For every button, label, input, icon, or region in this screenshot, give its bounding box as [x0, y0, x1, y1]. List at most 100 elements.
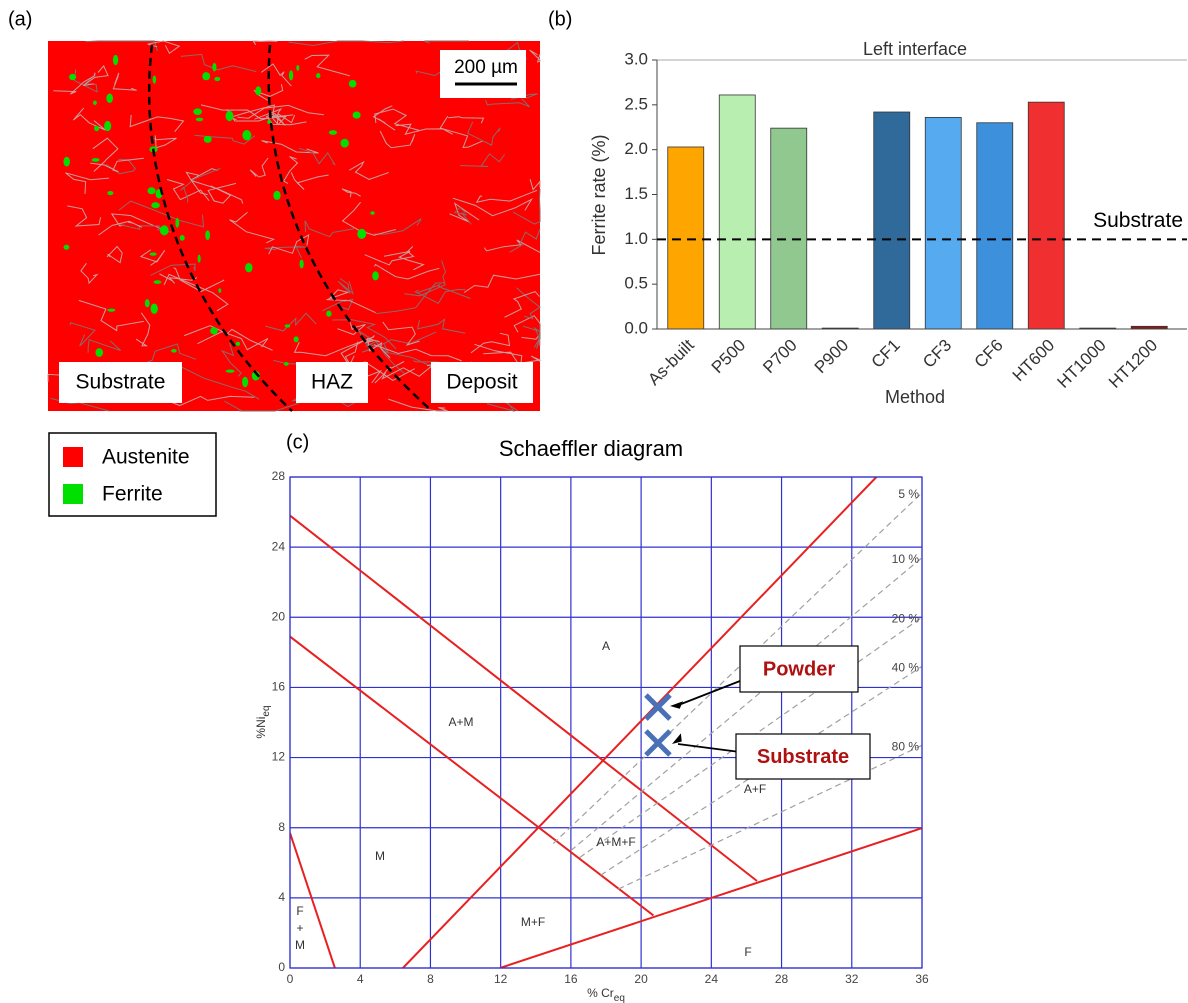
grain-boundary — [448, 116, 485, 124]
legend-label: Austenite — [102, 446, 190, 469]
region-label: A+F — [744, 782, 766, 796]
grain-boundary — [268, 233, 310, 255]
ferrite-grain — [372, 271, 379, 281]
ferrite-grain — [316, 72, 321, 79]
y-tick-label: 12 — [272, 750, 286, 764]
grain-boundary — [485, 98, 530, 108]
grain-boundary — [373, 217, 422, 235]
reference-label: Substrate — [1093, 209, 1183, 232]
bar — [924, 116, 962, 330]
boundary-curve — [267, 44, 433, 412]
grain-boundary — [166, 179, 210, 202]
grain-boundary — [439, 115, 483, 149]
ferrite-grain — [203, 135, 212, 143]
ferrite-grain — [299, 259, 304, 269]
x-axis-label: % Creq — [587, 986, 625, 1003]
boundary-curve — [147, 44, 293, 412]
point-marker — [644, 693, 672, 721]
grain-boundary — [375, 282, 445, 315]
ferrite-line-label: 10 % — [892, 552, 920, 566]
grain-boundary — [180, 53, 257, 73]
ferrite-grain — [251, 371, 260, 381]
y-tick-label: 1.5 — [624, 184, 648, 203]
grain-boundary — [237, 104, 324, 119]
x-tick-label: 8 — [427, 972, 434, 986]
grain-boundary — [87, 339, 122, 353]
grain-boundary — [249, 157, 269, 178]
ferrite-grain — [370, 211, 375, 215]
grain-boundary — [384, 250, 425, 271]
grain-boundary — [466, 121, 501, 146]
ferrite-grain — [171, 348, 177, 353]
grain-boundary — [424, 40, 469, 44]
grain-boundary — [129, 114, 185, 133]
y-tick-label: 2.5 — [624, 94, 648, 113]
ferrite-grain — [214, 76, 221, 82]
bar — [976, 122, 1014, 330]
ferrite-grain — [293, 336, 299, 343]
grain-boundary — [337, 277, 354, 295]
ferrite-grain — [348, 79, 357, 88]
ferrite-grain — [69, 73, 77, 81]
x-tick-label: HT1000 — [1054, 336, 1110, 392]
bar — [1027, 101, 1065, 330]
callout-label: Powder — [763, 658, 835, 680]
grain-boundary — [475, 189, 538, 204]
grain-boundary — [395, 123, 453, 135]
grain-boundary — [509, 228, 541, 253]
plot-frame — [289, 476, 923, 969]
grain-boundary — [382, 321, 420, 346]
grain-boundary — [404, 260, 447, 297]
x-tick-label: 32 — [845, 972, 859, 986]
ferrite-grain — [179, 235, 185, 241]
boundary-line — [290, 832, 336, 968]
ferrite-grain — [95, 348, 104, 357]
ferrite-grain — [210, 327, 218, 335]
ferrite-grain — [326, 310, 332, 317]
grain-boundary — [150, 263, 196, 276]
grain-boundary — [340, 335, 375, 366]
y-axis-label: %Nieq — [254, 705, 271, 738]
grain-boundary — [185, 168, 218, 181]
x-tick-label: CF3 — [919, 336, 955, 372]
bar — [770, 127, 808, 330]
ferrite-grain — [153, 280, 162, 284]
ferrite-grain — [242, 376, 249, 388]
region-label: Deposit — [446, 371, 517, 394]
y-tick-label: 4 — [278, 890, 285, 904]
callout-box — [735, 733, 871, 780]
callout-arrow — [675, 680, 741, 707]
x-tick-label: 36 — [915, 972, 929, 986]
x-tick-label: 4 — [357, 972, 364, 986]
grain-boundary — [388, 398, 448, 412]
grain-boundary — [207, 182, 237, 204]
y-axis-label-sub: eq — [261, 705, 272, 716]
grain-boundary — [220, 342, 242, 377]
ferrite-grain — [288, 70, 294, 81]
x-tick-label: HT600 — [1009, 336, 1059, 386]
grain-boundary — [78, 299, 144, 332]
grain-boundary — [82, 64, 109, 86]
boundary-line — [290, 635, 655, 917]
scale-bar-box — [440, 50, 526, 98]
y-tick-label: 16 — [272, 680, 286, 694]
ferrite-grain — [152, 75, 157, 84]
ferrite-grain — [107, 191, 114, 196]
grain-boundary — [374, 263, 440, 280]
x-tick-label: P700 — [759, 336, 801, 378]
point-marker — [644, 729, 672, 757]
grain-boundary — [288, 40, 405, 47]
grain-boundary — [265, 312, 317, 332]
boundary-line — [402, 477, 878, 968]
y-axis-label: Ferrite rate (%) — [589, 134, 609, 255]
grain-boundary — [184, 325, 273, 351]
grain-boundary — [304, 220, 354, 238]
ferrite-grain — [193, 108, 202, 115]
y-tick-label: 8 — [278, 820, 285, 834]
grain-boundary — [416, 318, 466, 334]
grain-boundary — [67, 205, 102, 227]
x-tick-label: 0 — [287, 972, 294, 986]
ferrite-line-label: 40 % — [892, 661, 920, 675]
ferrite-grain — [284, 324, 291, 328]
panel-label: (b) — [548, 8, 572, 30]
